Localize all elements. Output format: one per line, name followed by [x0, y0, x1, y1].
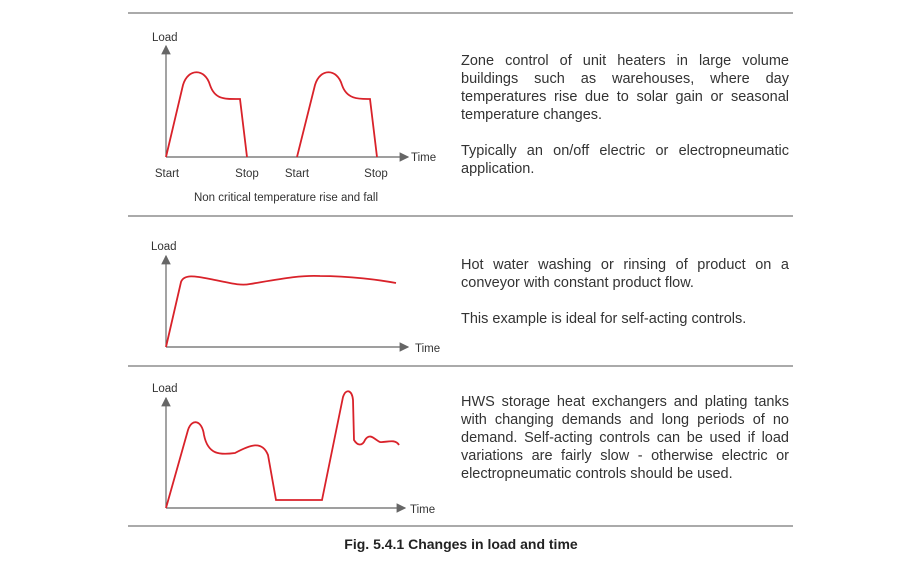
description: Hot water washing or rinsing of product … — [461, 256, 789, 346]
time-label: Time — [411, 152, 436, 164]
paragraph: Hot water washing or rinsing of product … — [461, 257, 789, 291]
load-curve — [165, 274, 397, 348]
x-label: Start — [155, 168, 180, 180]
paragraph: This example is ideal for self-acting co… — [461, 311, 747, 327]
description: HWS storage heat exchangers and plating … — [461, 393, 789, 501]
paragraph: Zone control of unit heaters in large vo… — [461, 53, 789, 123]
load-label: Load — [152, 32, 178, 44]
load-label: Load — [152, 383, 178, 395]
figure-caption: Fig. 5.4.1 Changes in load and time — [344, 536, 578, 552]
paragraph: HWS storage heat exchangers and plating … — [461, 394, 789, 482]
paragraph: Typically an on/off electric or electrop… — [461, 143, 789, 177]
x-label: Stop — [235, 168, 259, 180]
x-label: Start — [285, 168, 310, 180]
subcaption: Non critical temperature rise and fall — [194, 192, 378, 204]
load-curve — [165, 71, 378, 158]
time-label: Time — [410, 504, 435, 516]
description: Zone control of unit heaters in large vo… — [461, 52, 789, 196]
time-label: Time — [415, 343, 440, 355]
x-label: Stop — [364, 168, 388, 180]
load-label: Load — [151, 241, 177, 253]
load-curve — [165, 390, 400, 509]
